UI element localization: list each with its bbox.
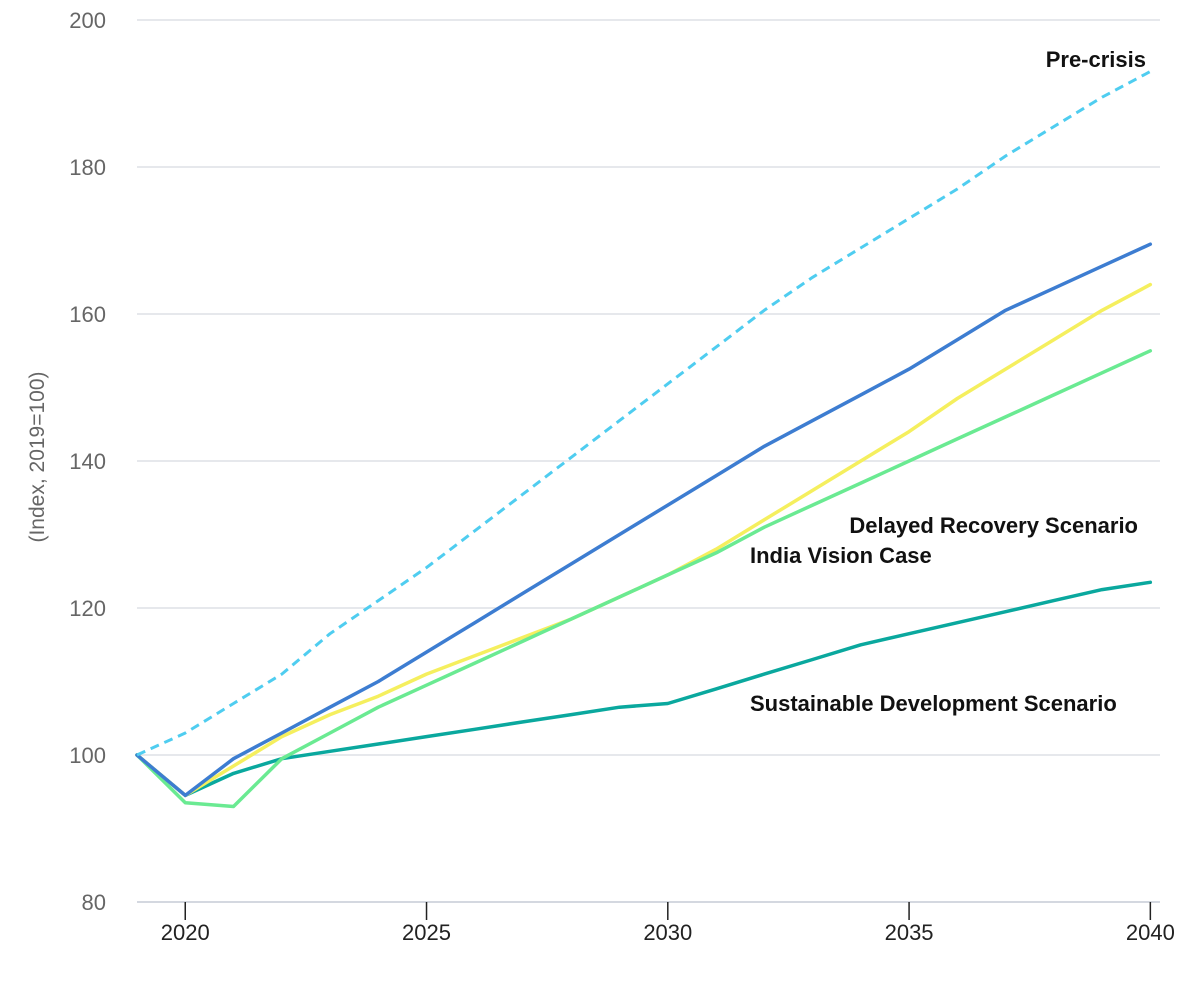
- series-labels: Pre-crisis Delayed Recovery Scenario Ind…: [750, 47, 1146, 716]
- series-label-delayed-recovery: Delayed Recovery Scenario: [849, 513, 1138, 538]
- x-tick-label-2040: 2040: [1126, 920, 1175, 945]
- series-line-1: [135, 242, 1153, 798]
- series-label-india-vision-case: India Vision Case: [750, 543, 932, 568]
- series-line-3: [135, 349, 1153, 809]
- x-tick-label-2020: 2020: [161, 920, 210, 945]
- y-tick-label-140: 140: [69, 449, 106, 474]
- x-tick-label-2030: 2030: [643, 920, 692, 945]
- y-tick-label-100: 100: [69, 743, 106, 768]
- x-axis-ticks: 2020 2025 2030 2035 2040: [161, 902, 1175, 945]
- x-tick-label-2035: 2035: [885, 920, 934, 945]
- y-tick-label-200: 200: [69, 8, 106, 33]
- series-label-sustainable-development: Sustainable Development Scenario: [750, 691, 1117, 716]
- series-label-pre-crisis: Pre-crisis: [1046, 47, 1146, 72]
- y-axis-ticks: 80 100 120 140 160 180 200: [69, 8, 106, 915]
- series-lines: [135, 70, 1153, 809]
- series-line-2: [135, 282, 1153, 798]
- x-tick-label-2025: 2025: [402, 920, 451, 945]
- y-tick-label-80: 80: [82, 890, 106, 915]
- y-tick-label-180: 180: [69, 155, 106, 180]
- grid-lines: [137, 19, 1160, 756]
- series-line-0: [136, 70, 1152, 757]
- y-axis-label: (Index, 2019=100): [26, 371, 49, 542]
- y-tick-label-120: 120: [69, 596, 106, 621]
- y-tick-label-160: 160: [69, 302, 106, 327]
- series-line-4: [135, 580, 1153, 798]
